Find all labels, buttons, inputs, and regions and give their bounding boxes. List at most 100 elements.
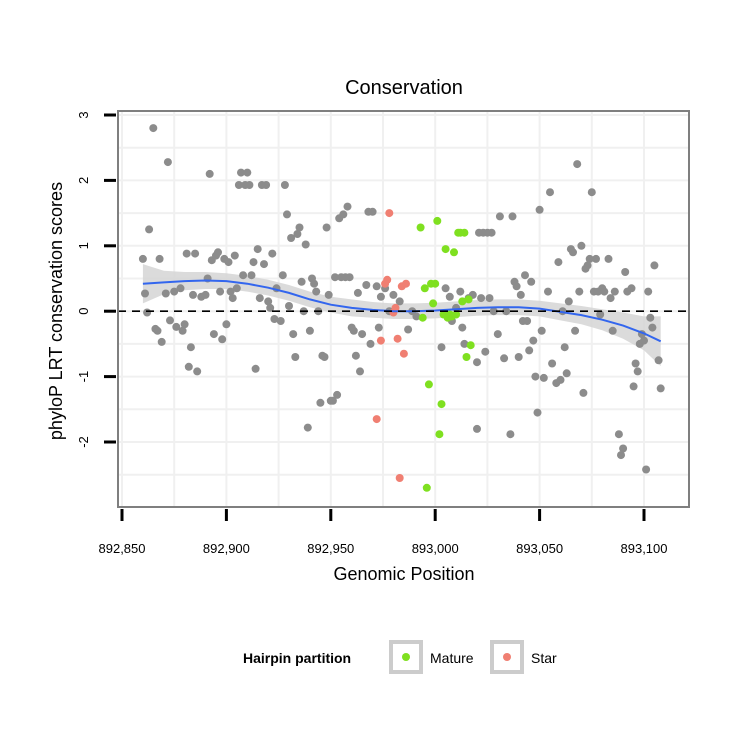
data-point-other <box>216 287 225 296</box>
data-point-other <box>247 271 256 280</box>
data-point-other <box>458 323 467 332</box>
data-point-other <box>289 330 298 339</box>
data-point-other <box>260 260 268 269</box>
data-point-other <box>548 359 557 368</box>
data-point-other <box>437 343 446 352</box>
data-point-other <box>569 248 577 257</box>
data-point-other <box>646 313 655 322</box>
data-point-mature <box>416 223 425 232</box>
data-point-other <box>500 354 509 363</box>
y-tick-label: 0 <box>76 308 91 315</box>
y-tick-label: -2 <box>76 436 91 448</box>
data-point-mature <box>429 299 438 308</box>
data-point-other <box>251 364 260 373</box>
data-point-other <box>473 424 481 433</box>
data-point-other <box>502 307 511 316</box>
data-point-other <box>205 169 214 178</box>
data-point-other <box>243 168 252 177</box>
data-point-other <box>537 326 546 335</box>
data-point-other <box>640 336 648 345</box>
data-point-other <box>554 258 563 267</box>
data-point-mature <box>424 380 433 389</box>
data-point-other <box>575 287 584 296</box>
data-point-mature <box>420 284 429 293</box>
data-point-other <box>153 326 162 335</box>
data-point-other <box>245 181 254 189</box>
data-point-other <box>232 284 241 293</box>
panel-border <box>117 110 690 508</box>
data-point-star <box>383 275 392 284</box>
data-point-other <box>255 294 264 303</box>
data-point-other <box>592 254 600 263</box>
data-point-other <box>141 289 149 298</box>
data-point-other <box>487 228 496 237</box>
data-point-other <box>143 308 152 317</box>
data-point-star <box>385 209 394 218</box>
data-point-mature <box>460 228 469 237</box>
data-point-mature <box>431 279 440 288</box>
x-tick-label: 893,050 <box>516 541 563 556</box>
data-point-other <box>349 326 358 335</box>
data-point-other <box>477 294 486 303</box>
legend-entry-mature: Mature <box>389 640 474 674</box>
data-point-other <box>577 241 586 250</box>
data-point-other <box>305 326 314 335</box>
legend-entry-star: Star <box>490 640 557 674</box>
data-point-other <box>523 317 532 325</box>
data-point-other <box>138 254 147 263</box>
data-point-other <box>201 290 210 299</box>
data-point-other <box>473 358 481 367</box>
data-point-other <box>445 292 454 301</box>
data-point-other <box>262 181 271 189</box>
data-point-other <box>441 284 450 293</box>
data-point-other <box>178 326 187 335</box>
data-point-other <box>619 444 628 453</box>
data-point-other <box>585 254 594 263</box>
data-point-other <box>650 261 659 270</box>
data-point-other <box>276 317 285 325</box>
data-point-other <box>312 287 321 296</box>
y-axis-title: phyloP LRT conservation scores <box>46 182 66 440</box>
data-point-other <box>556 375 565 384</box>
data-point-other <box>301 240 310 249</box>
data-point-other <box>155 254 164 263</box>
data-point-other <box>627 284 636 293</box>
data-point-other <box>253 245 262 254</box>
data-point-other <box>374 323 383 332</box>
data-point-other <box>291 353 300 361</box>
data-point-other <box>209 330 218 339</box>
data-point-other <box>608 326 617 335</box>
data-point-other <box>564 297 573 306</box>
data-point-other <box>631 359 640 368</box>
data-point-other <box>579 388 588 397</box>
data-point-star <box>393 334 402 343</box>
data-point-mature <box>458 297 467 306</box>
data-point-other <box>266 303 275 312</box>
data-point-other <box>166 316 174 325</box>
data-point-other <box>456 287 465 296</box>
data-point-other <box>316 398 325 407</box>
data-point-other <box>278 271 287 280</box>
data-point-other <box>172 322 181 331</box>
x-tick-label: 893,100 <box>621 541 668 556</box>
data-point-other <box>644 287 653 296</box>
data-point-other <box>249 258 258 267</box>
data-point-other <box>222 320 231 329</box>
data-point-other <box>297 277 306 286</box>
legend-label-mature: Mature <box>430 650 474 666</box>
data-point-other <box>343 202 352 211</box>
x-axis-title: Genomic Position <box>333 564 474 584</box>
data-point-other <box>514 353 523 361</box>
data-point-other <box>189 290 197 299</box>
data-point-mature <box>418 313 427 322</box>
data-point-star <box>391 303 400 312</box>
data-point-other <box>285 302 293 310</box>
data-point-other <box>170 287 179 296</box>
data-point-other <box>163 158 172 167</box>
data-point-other <box>264 297 273 306</box>
y-axis: -2 -1 0 1 2 3 <box>76 111 116 448</box>
data-point-other <box>539 373 548 382</box>
y-tick-label: 1 <box>76 242 91 249</box>
panel-border-rect <box>117 110 690 508</box>
